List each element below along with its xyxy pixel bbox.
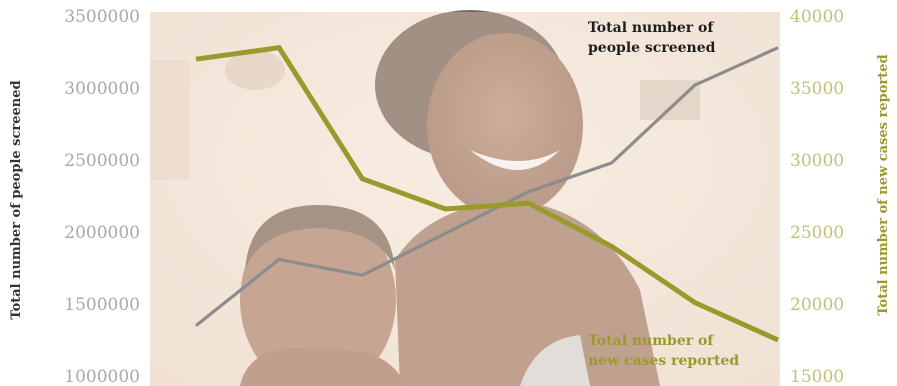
left-y-ticks: 3500000 3000000 2500000 2000000 1500000 10000… <box>64 7 140 386</box>
screened-series-label: Total number of people screened <box>588 20 716 56</box>
left-y-axis: 3500000 3000000 2500000 2000000 1500000 10000… <box>64 7 140 386</box>
right-tick-label: 35000 <box>790 79 844 99</box>
right-y-axis: 40000 35000 30000 25000 20000 15000 <box>790 7 844 386</box>
left-tick-label: 1000000 <box>64 367 140 386</box>
screened-series-line <box>195 46 779 327</box>
left-axis-title: Total number of people screened <box>9 80 24 319</box>
left-tick-label: 3500000 <box>64 7 140 27</box>
right-tick-label: 40000 <box>790 7 844 27</box>
right-tick-label: 20000 <box>790 295 844 315</box>
cases-label-line2: new cases reported <box>588 353 739 369</box>
cases-label-line1: Total number of <box>588 333 714 349</box>
right-tick-label: 15000 <box>790 367 844 386</box>
right-axis-title: Total number of new cases reported <box>876 54 891 315</box>
left-tick-label: 1500000 <box>64 295 140 315</box>
right-tick-label: 30000 <box>790 151 844 171</box>
background-photo <box>150 10 780 386</box>
left-tick-label: 2500000 <box>64 151 140 171</box>
cases-series-label: Total number of new cases reported <box>588 333 739 369</box>
screened-label-line1: Total number of <box>588 20 714 36</box>
cases-series-line <box>195 45 780 343</box>
left-tick-label: 3000000 <box>64 79 140 99</box>
left-tick-label: 2000000 <box>64 223 140 243</box>
screened-label-line2: people screened <box>588 40 716 56</box>
right-y-ticks: 40000 35000 30000 25000 20000 15000 <box>790 7 844 386</box>
plot-area <box>195 45 780 343</box>
right-tick-label: 25000 <box>790 223 844 243</box>
